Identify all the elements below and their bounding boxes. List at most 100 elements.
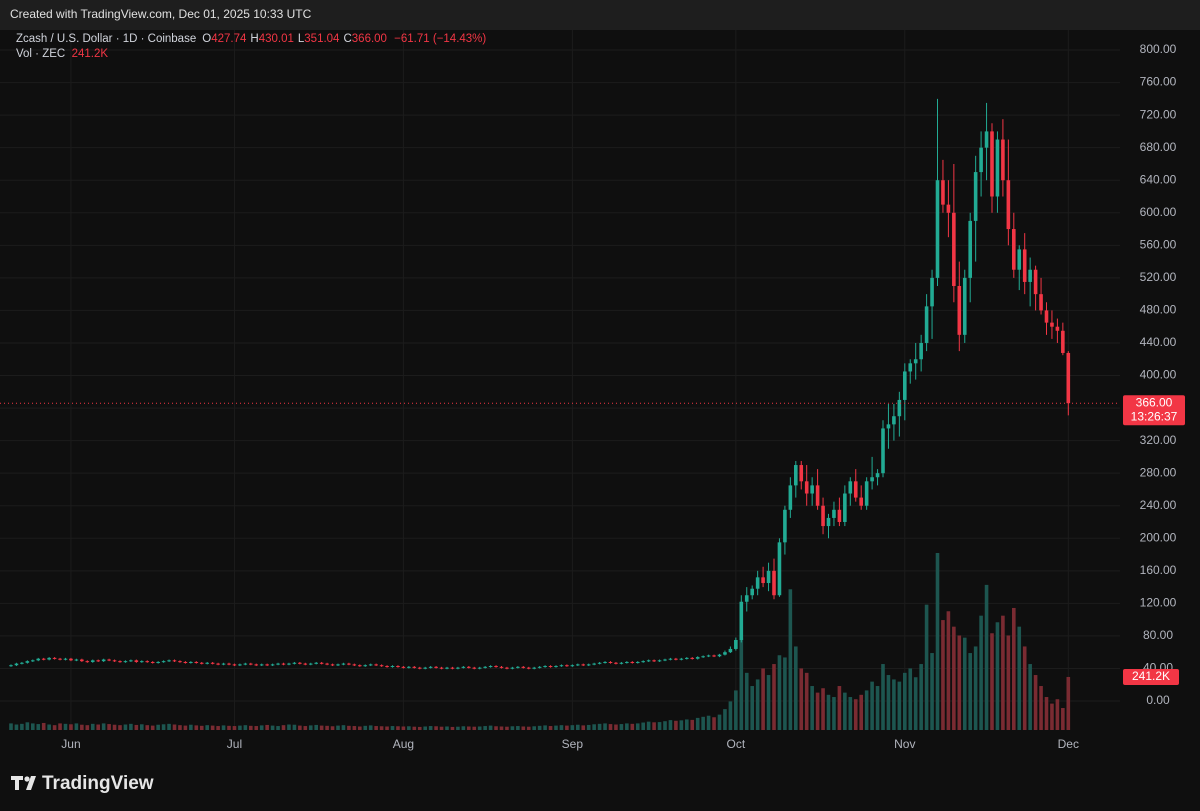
volume-bar <box>924 604 929 730</box>
last-price-label: 366.00 <box>1136 395 1173 409</box>
volume-bar <box>205 725 209 730</box>
candle-body <box>848 481 853 494</box>
volume-bar <box>1066 676 1071 730</box>
volume-bar <box>532 726 536 730</box>
volume-bar <box>134 724 139 730</box>
volume-bar <box>221 725 226 730</box>
candle-body <box>1033 269 1038 295</box>
volume-bar <box>374 726 378 730</box>
volume-bar <box>635 723 640 730</box>
candle-body <box>935 180 940 278</box>
candle-body <box>706 655 711 657</box>
legend-value: 430.01 <box>258 33 294 45</box>
candle-body <box>744 595 749 602</box>
legend: Zcash / U.S. Dollar · 1D · Coinbase O427.… <box>16 32 486 62</box>
volume-bar <box>58 723 62 730</box>
volume-bar <box>9 723 13 730</box>
candle-body <box>292 662 297 664</box>
y-tick-label: 120.00 <box>1140 596 1177 610</box>
logo-shape <box>15 776 19 790</box>
candle-body <box>843 493 847 523</box>
volume-value: 241.2K <box>71 48 109 60</box>
candle-body <box>619 662 624 664</box>
candle-body <box>123 661 128 663</box>
volume-bar <box>1001 615 1005 730</box>
volume-label: 241.2K <box>1132 669 1170 683</box>
candle-body <box>881 428 885 474</box>
volume-bar <box>445 726 449 730</box>
volume-bar <box>330 726 335 730</box>
y-tick-label: 720.00 <box>1140 107 1177 121</box>
candle-body <box>52 657 57 659</box>
volume-bar <box>788 589 793 730</box>
candle-body <box>96 660 100 662</box>
volume-bar <box>336 725 340 730</box>
candle-body <box>145 661 150 663</box>
volume-bar <box>472 726 477 730</box>
volume-bar <box>434 726 438 730</box>
candle-body <box>570 665 575 667</box>
candle-body <box>559 665 564 667</box>
candle-body <box>597 662 602 664</box>
volume-bar <box>254 726 259 730</box>
volume-bar <box>657 722 662 730</box>
volume-bar <box>554 725 558 730</box>
volume-bar <box>695 717 700 730</box>
candle-body <box>58 658 62 660</box>
candle-body <box>488 666 493 668</box>
legend-key: H <box>250 33 259 45</box>
volume-bar <box>1033 675 1038 730</box>
candle-body <box>712 655 716 657</box>
candle-body <box>853 481 858 498</box>
volume-bar <box>314 724 318 730</box>
volume-bar <box>150 725 155 730</box>
volume-bar <box>352 726 357 730</box>
candle-body <box>505 667 509 669</box>
candle-body <box>864 481 869 506</box>
candle-body <box>543 666 547 668</box>
volume-bar <box>832 697 836 730</box>
candle-body <box>1022 249 1027 282</box>
candle-body <box>483 666 487 668</box>
candle-body <box>249 663 253 665</box>
candle-body <box>276 663 280 665</box>
volume-pane <box>9 553 1071 730</box>
candle-body <box>962 277 967 335</box>
candle-body <box>903 371 907 400</box>
logo-shape <box>24 776 30 782</box>
volume-bar <box>843 692 847 730</box>
volume-bar <box>456 726 460 730</box>
volume-bar <box>183 725 188 730</box>
volume-bar <box>548 726 553 730</box>
volume-bar <box>510 726 515 730</box>
volume-bar <box>1012 607 1016 730</box>
candle-body <box>259 664 264 666</box>
candle-body <box>63 658 68 660</box>
y-tick-label: 640.00 <box>1140 172 1177 186</box>
volume-bar <box>276 726 280 730</box>
volume-bar <box>227 725 231 730</box>
candle-body <box>1055 326 1060 331</box>
volume-bar <box>565 725 569 730</box>
volume-bar <box>679 720 684 730</box>
volume-bar <box>494 726 498 730</box>
candle-body <box>968 220 972 278</box>
candle-body <box>837 509 842 523</box>
candle-body <box>810 485 814 494</box>
candle-body <box>450 667 455 669</box>
candle-body <box>1012 229 1016 270</box>
volume-bar <box>107 724 111 730</box>
volume-bar <box>232 726 237 730</box>
volume-bar <box>897 681 902 730</box>
volume-bar <box>80 724 84 730</box>
candle-body <box>701 656 705 658</box>
volume-bar <box>744 672 749 730</box>
candle-body <box>499 666 504 668</box>
countdown-label: 13:26:37 <box>1131 409 1178 423</box>
candle-body <box>417 667 422 669</box>
volume-bar <box>712 717 716 730</box>
volume-bar <box>777 655 782 730</box>
candle-body <box>946 204 951 213</box>
volume-bar <box>913 677 918 730</box>
volume-bar <box>875 686 880 730</box>
